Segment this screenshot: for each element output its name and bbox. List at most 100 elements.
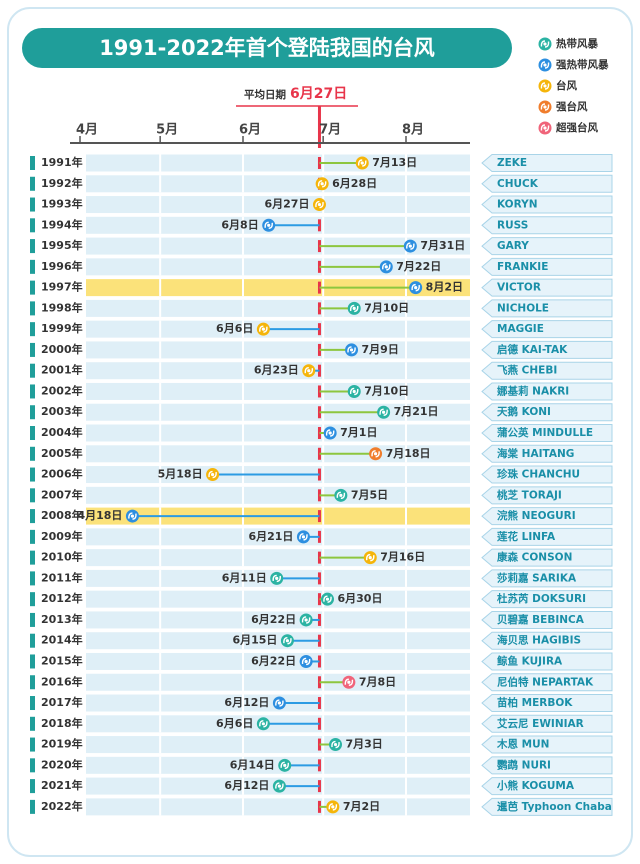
storm-eye — [414, 286, 418, 290]
storm-eye — [325, 597, 330, 601]
storm-swirl — [208, 470, 217, 479]
storm-eye — [275, 576, 279, 581]
storm-swirl — [259, 325, 268, 333]
storm-swirl — [344, 678, 354, 686]
storm-eye — [307, 369, 311, 373]
storm-swirl — [323, 595, 332, 603]
year-label: 2020年 — [41, 757, 83, 771]
storm-swirl — [272, 574, 281, 583]
date-label: 6月6日 — [216, 717, 253, 730]
row-band — [86, 736, 470, 754]
year-marker — [30, 550, 35, 565]
storm-swirl — [349, 387, 359, 396]
date-label: 8月2日 — [426, 281, 463, 294]
name-tag — [481, 486, 613, 505]
date-label: 6月12日 — [224, 696, 269, 709]
name-tag — [481, 507, 613, 526]
year-marker — [30, 509, 35, 524]
storm-eye — [368, 556, 372, 560]
name-tag — [481, 465, 613, 484]
row-band — [86, 673, 470, 691]
average-label: 平均日期 — [244, 88, 286, 101]
date-label: 7月18日 — [386, 447, 431, 460]
year-label: 1996年 — [41, 259, 83, 273]
storm-eye — [317, 202, 322, 207]
name-tag — [481, 403, 613, 422]
year-marker — [30, 384, 35, 399]
row-band — [86, 756, 470, 774]
title-pill — [22, 28, 512, 68]
storm-name: 小熊 KOGUMA — [496, 779, 575, 792]
storm-swirl — [540, 40, 550, 48]
date-label: 4月18日 — [77, 509, 122, 522]
storm-name: 杜苏芮 DOKSURI — [497, 592, 586, 605]
storm-swirl — [275, 782, 284, 790]
year-label: 2018年 — [41, 716, 83, 730]
legend-label: 超强台风 — [555, 121, 598, 134]
highlight-band — [86, 279, 470, 297]
storm-eye — [304, 659, 308, 664]
storm-swirl — [371, 450, 380, 458]
year-marker — [30, 488, 35, 503]
row-band — [86, 486, 470, 504]
year-marker — [30, 716, 35, 731]
storm-swirl — [128, 512, 137, 520]
year-marker — [30, 737, 35, 752]
year-label: 1999年 — [41, 321, 83, 335]
name-tag — [481, 590, 613, 609]
storm-swirl — [365, 553, 375, 562]
name-tag — [481, 548, 613, 567]
storm-eye — [543, 84, 547, 88]
name-tag — [481, 797, 613, 816]
date-label: 7月9日 — [362, 343, 399, 356]
year-label: 1992年 — [41, 176, 83, 190]
storm-name: VICTOR — [497, 282, 541, 294]
row-band — [86, 798, 470, 816]
year-marker — [30, 405, 35, 420]
year-marker — [30, 612, 35, 627]
year-label: 2003年 — [41, 404, 83, 418]
year-label: 1993年 — [41, 197, 83, 211]
year-marker — [30, 218, 35, 233]
storm-eye — [277, 701, 281, 705]
storm-eye — [408, 244, 412, 248]
year-label: 2000年 — [41, 342, 83, 356]
storm-name: 浣熊 NEOGURI — [497, 509, 576, 522]
year-label: 2011年 — [41, 570, 83, 584]
row-band — [86, 632, 470, 650]
x-tick-label: 8月 — [402, 123, 424, 138]
row-band — [86, 528, 470, 546]
storm-eye — [543, 63, 547, 67]
storm-eye — [339, 493, 343, 497]
date-label: 7月13日 — [372, 156, 417, 169]
year-label: 2010年 — [41, 550, 83, 564]
storm-swirl — [540, 103, 550, 111]
storm-eye — [267, 223, 271, 227]
storm-eye — [360, 161, 364, 165]
average-value-label: 6月27日 — [290, 86, 347, 102]
year-marker — [30, 301, 35, 316]
row-band — [86, 196, 470, 214]
storm-eye — [304, 618, 308, 622]
name-tag — [481, 424, 613, 443]
storm-eye — [331, 805, 335, 809]
year-label: 2013年 — [41, 612, 83, 626]
storm-name: 莲花 LINFA — [497, 530, 556, 543]
year-marker — [30, 322, 35, 337]
legend-label: 强热带风暴 — [556, 58, 609, 71]
year-label: 2008年 — [41, 508, 83, 522]
date-label: 6月27日 — [265, 198, 310, 211]
name-tag — [481, 652, 613, 671]
year-marker — [30, 176, 35, 191]
year-marker — [30, 571, 35, 586]
storm-swirl — [315, 200, 324, 209]
storm-name: KORYN — [497, 199, 538, 211]
date-label: 6月8日 — [221, 218, 258, 231]
date-label: 7月10日 — [364, 384, 409, 397]
storm-name: 莎莉嘉 SARIKA — [497, 571, 577, 584]
year-marker — [30, 156, 35, 170]
storm-name: 海棠 HAITANG — [497, 447, 574, 460]
year-label: 2012年 — [41, 591, 83, 605]
year-marker — [30, 654, 35, 669]
